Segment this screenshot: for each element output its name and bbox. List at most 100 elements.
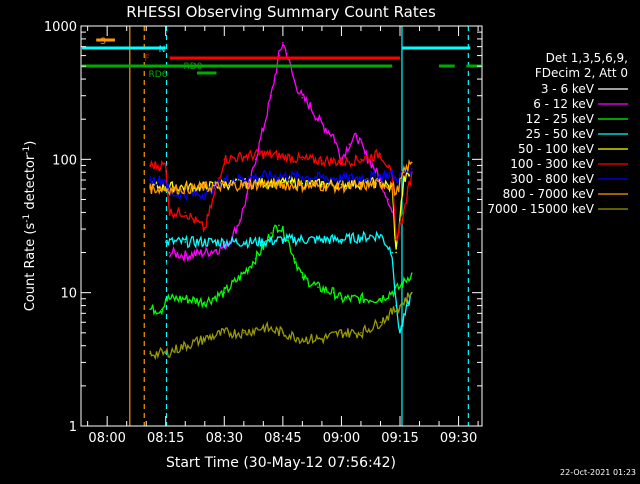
series-5-point-15 bbox=[391, 179, 393, 181]
series-0-point-12 bbox=[262, 164, 265, 167]
series-5-point-14 bbox=[387, 164, 390, 167]
annotation-label-rd6: RD6 bbox=[149, 70, 168, 80]
chart-title: RHESSI Observing Summary Count Rates bbox=[126, 3, 436, 21]
series-7-point-14 bbox=[395, 193, 397, 195]
series-3-point-4 bbox=[243, 241, 245, 243]
series-line-1 bbox=[169, 43, 393, 263]
series-0-point-2 bbox=[161, 304, 163, 307]
x-axis-label: Start Time (30-May-12 07:56:42) bbox=[166, 455, 396, 471]
series-6-point-17 bbox=[410, 167, 413, 170]
series-6-point-7 bbox=[262, 175, 265, 177]
x-tick-label-1: 08:15 bbox=[147, 431, 184, 446]
series-1-point-2 bbox=[203, 251, 206, 254]
series-8-point-2 bbox=[184, 344, 187, 347]
series-7-point-4 bbox=[223, 185, 226, 187]
series-3-point-9 bbox=[340, 238, 343, 241]
series-8-point-9 bbox=[321, 338, 323, 340]
series-2-point-13 bbox=[301, 276, 304, 279]
legend-label-1: 6 - 12 keV bbox=[533, 97, 595, 111]
series-5-point-12 bbox=[360, 158, 362, 161]
legend-label-5: 100 - 300 keV bbox=[510, 157, 594, 171]
series-5-point-2 bbox=[168, 211, 171, 214]
legend-label-7: 800 - 7000 keV bbox=[503, 187, 595, 201]
series-5-point-11 bbox=[340, 160, 343, 163]
series-3-point-15 bbox=[407, 304, 409, 307]
annotation-label-rd0: RD0 bbox=[184, 62, 203, 72]
series-7-point-15 bbox=[403, 171, 405, 174]
series-3-point-6 bbox=[282, 238, 284, 241]
series-7-point-3 bbox=[203, 186, 206, 188]
series-4-point-14 bbox=[395, 251, 397, 254]
series-8-point-13 bbox=[399, 304, 401, 307]
x-tick-label-2: 08:30 bbox=[206, 431, 243, 446]
y-tick-label-0: 1 bbox=[69, 420, 77, 435]
series-8-point-11 bbox=[360, 332, 362, 334]
series-8-point-6 bbox=[262, 326, 265, 329]
x-tick-label-4: 09:00 bbox=[323, 431, 360, 446]
series-6-point-13 bbox=[379, 175, 382, 177]
series-8-point-8 bbox=[301, 338, 304, 340]
annotation-label-s: S bbox=[100, 37, 106, 47]
series-0-point-21 bbox=[332, 147, 335, 150]
series-2-point-15 bbox=[332, 291, 335, 294]
x-tick-label-0: 08:00 bbox=[88, 431, 125, 446]
series-3-point-12 bbox=[391, 251, 393, 254]
series-7-point-13 bbox=[391, 183, 393, 186]
series-7-point-16 bbox=[410, 161, 413, 164]
series-5-point-1 bbox=[164, 164, 167, 167]
series-7-point-8 bbox=[301, 185, 304, 187]
series-line-2 bbox=[150, 224, 413, 316]
series-1-point-13 bbox=[285, 52, 288, 55]
series-1-point-16 bbox=[309, 105, 311, 108]
series-1-point-10 bbox=[270, 94, 272, 97]
series-6-point-10 bbox=[321, 176, 323, 179]
series-2-point-10 bbox=[278, 224, 280, 227]
series-6-point-3 bbox=[184, 193, 187, 195]
series-2-point-7 bbox=[254, 257, 257, 260]
series-3-point-5 bbox=[262, 241, 265, 243]
series-3-point-2 bbox=[203, 241, 206, 243]
series-8-point-1 bbox=[164, 352, 167, 355]
series-0-point-16 bbox=[293, 96, 296, 99]
series-0-point-3 bbox=[164, 264, 167, 267]
series-line-7 bbox=[149, 158, 413, 197]
series-1-point-14 bbox=[293, 81, 296, 83]
series-3-point-11 bbox=[379, 234, 382, 236]
series-6-point-6 bbox=[243, 177, 245, 180]
series-2-point-5 bbox=[223, 291, 226, 294]
series-7-point-0 bbox=[149, 188, 151, 190]
series-1-point-0 bbox=[168, 251, 171, 254]
series-8-point-0 bbox=[149, 352, 151, 355]
series-5-point-16 bbox=[395, 238, 397, 241]
series-6-point-14 bbox=[391, 172, 393, 175]
series-1-point-9 bbox=[262, 127, 265, 130]
series-1-point-26 bbox=[387, 198, 390, 201]
series-2-point-19 bbox=[399, 286, 401, 288]
series-2-point-16 bbox=[340, 297, 343, 300]
series-1-point-8 bbox=[254, 158, 257, 161]
series-1-point-27 bbox=[391, 211, 393, 214]
series-2-point-2 bbox=[164, 297, 167, 300]
series-5-point-4 bbox=[203, 228, 206, 230]
series-line-3 bbox=[165, 230, 413, 334]
series-7-point-1 bbox=[164, 188, 167, 190]
series-0-point-8 bbox=[223, 236, 226, 239]
annotation-label-n: N bbox=[159, 45, 166, 55]
legend-label-8: 7000 - 15000 keV bbox=[487, 202, 594, 216]
y-tick-label-2: 100 bbox=[52, 153, 77, 168]
series-5-point-3 bbox=[184, 211, 187, 214]
series-2-point-17 bbox=[360, 297, 362, 300]
plot-frame bbox=[80, 25, 483, 427]
series-7-point-10 bbox=[340, 186, 343, 188]
series-6-point-15 bbox=[395, 179, 397, 181]
legend: Det 1,3,5,6,9, FDecim 2, Att 0 3 - 6 keV… bbox=[487, 51, 628, 216]
x-tick-label-3: 08:45 bbox=[264, 431, 301, 446]
series-2-point-3 bbox=[184, 297, 187, 300]
series-7-point-6 bbox=[262, 183, 265, 186]
series-5-point-8 bbox=[282, 155, 284, 158]
series-2-point-1 bbox=[161, 308, 163, 311]
series-0-point-17 bbox=[301, 103, 304, 105]
series-6-point-5 bbox=[223, 179, 226, 181]
series-1-point-23 bbox=[364, 153, 366, 155]
